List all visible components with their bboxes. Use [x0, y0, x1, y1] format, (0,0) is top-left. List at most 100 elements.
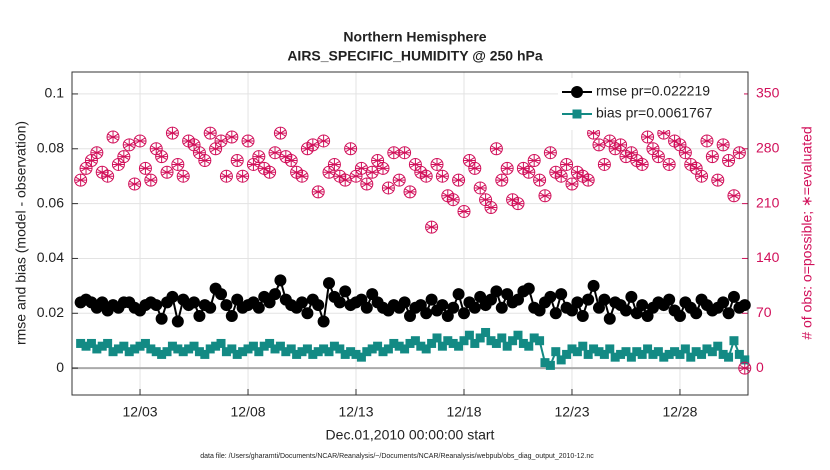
- marker: [495, 301, 508, 314]
- marker-asterisk: [333, 170, 346, 183]
- marker: [572, 109, 582, 119]
- marker: [738, 361, 752, 375]
- marker-asterisk: [425, 221, 438, 234]
- marker: [603, 134, 617, 148]
- marker-asterisk: [350, 170, 363, 183]
- marker-asterisk: [652, 150, 665, 163]
- marker: [74, 173, 88, 187]
- marker-asterisk: [738, 362, 751, 375]
- marker: [327, 157, 341, 171]
- marker-asterisk: [484, 201, 497, 214]
- marker-asterisk: [387, 146, 400, 159]
- marker-asterisk: [495, 174, 508, 187]
- marker: [323, 277, 336, 290]
- marker: [365, 165, 379, 179]
- marker: [529, 333, 539, 343]
- marker-asterisk: [420, 170, 433, 183]
- marker-asterisk: [171, 158, 184, 171]
- marker: [215, 288, 228, 301]
- marker: [144, 173, 158, 187]
- y-tick-label: 0.08: [37, 139, 64, 155]
- legend-label: bias pr=0.0061767: [596, 105, 713, 121]
- marker: [103, 338, 113, 348]
- x-tick-label: 12/28: [662, 404, 697, 420]
- marker: [252, 301, 265, 314]
- marker: [727, 290, 740, 303]
- marker: [243, 344, 253, 354]
- marker: [344, 142, 358, 156]
- marker: [690, 307, 703, 320]
- series: [76, 327, 750, 370]
- marker-asterisk: [673, 138, 686, 151]
- marker: [452, 288, 465, 301]
- marker-asterisk: [107, 131, 120, 144]
- marker-asterisk: [690, 162, 703, 175]
- marker: [543, 146, 557, 160]
- marker: [484, 201, 498, 215]
- marker: [232, 349, 242, 359]
- marker-asterisk: [393, 174, 406, 187]
- marker: [130, 344, 140, 354]
- marker: [522, 282, 535, 295]
- marker-asterisk: [80, 162, 93, 175]
- marker: [135, 341, 145, 351]
- marker: [221, 347, 231, 357]
- legend: rmse pr=0.022219 bias pr=0.0061767: [558, 78, 744, 130]
- marker: [535, 336, 545, 346]
- marker: [138, 161, 152, 175]
- marker-asterisk: [404, 185, 416, 198]
- marker: [637, 349, 647, 359]
- marker: [556, 355, 566, 365]
- marker: [140, 338, 150, 348]
- marker: [511, 197, 525, 211]
- marker-asterisk: [560, 158, 573, 171]
- y2-tick-label: 140: [756, 249, 780, 265]
- marker: [697, 349, 707, 359]
- marker: [97, 341, 107, 351]
- y2-tick-label: 210: [756, 194, 780, 210]
- marker: [90, 146, 104, 160]
- marker: [421, 344, 431, 354]
- marker: [598, 293, 611, 306]
- marker: [281, 347, 291, 357]
- x-tick-label: 12/03: [123, 404, 158, 420]
- marker: [616, 349, 626, 359]
- marker-asterisk: [306, 138, 319, 151]
- marker-asterisk: [592, 138, 605, 151]
- marker: [663, 293, 676, 306]
- marker: [502, 341, 512, 351]
- marker: [691, 347, 701, 357]
- marker: [403, 185, 417, 199]
- marker-asterisk: [90, 146, 103, 159]
- marker-asterisk: [198, 154, 211, 167]
- x-axis-label: Dec.01,2010 00:00:00 start: [326, 427, 495, 443]
- marker-asterisk: [555, 170, 568, 183]
- marker: [117, 150, 131, 164]
- marker: [236, 169, 250, 183]
- marker-asterisk: [468, 162, 481, 175]
- marker: [635, 157, 649, 171]
- marker: [436, 299, 449, 312]
- marker: [641, 130, 655, 144]
- marker-asterisk: [571, 166, 584, 179]
- marker: [254, 347, 264, 357]
- marker: [447, 301, 460, 314]
- marker: [193, 310, 206, 323]
- marker-asterisk: [74, 174, 87, 187]
- marker: [367, 344, 377, 354]
- marker: [430, 157, 444, 171]
- marker-asterisk: [139, 162, 152, 175]
- marker-asterisk: [117, 150, 130, 163]
- marker: [729, 336, 739, 346]
- marker-asterisk: [247, 158, 260, 171]
- marker: [659, 352, 669, 362]
- marker: [648, 349, 658, 359]
- marker: [653, 347, 663, 357]
- chart-title: AIRS_SPECIFIC_HUMIDITY @ 250 hPa: [287, 48, 543, 64]
- marker: [128, 177, 142, 191]
- marker-asterisk: [128, 178, 141, 191]
- marker: [565, 177, 579, 191]
- marker: [625, 290, 638, 303]
- marker-asterisk: [85, 154, 98, 167]
- marker-asterisk: [134, 134, 147, 147]
